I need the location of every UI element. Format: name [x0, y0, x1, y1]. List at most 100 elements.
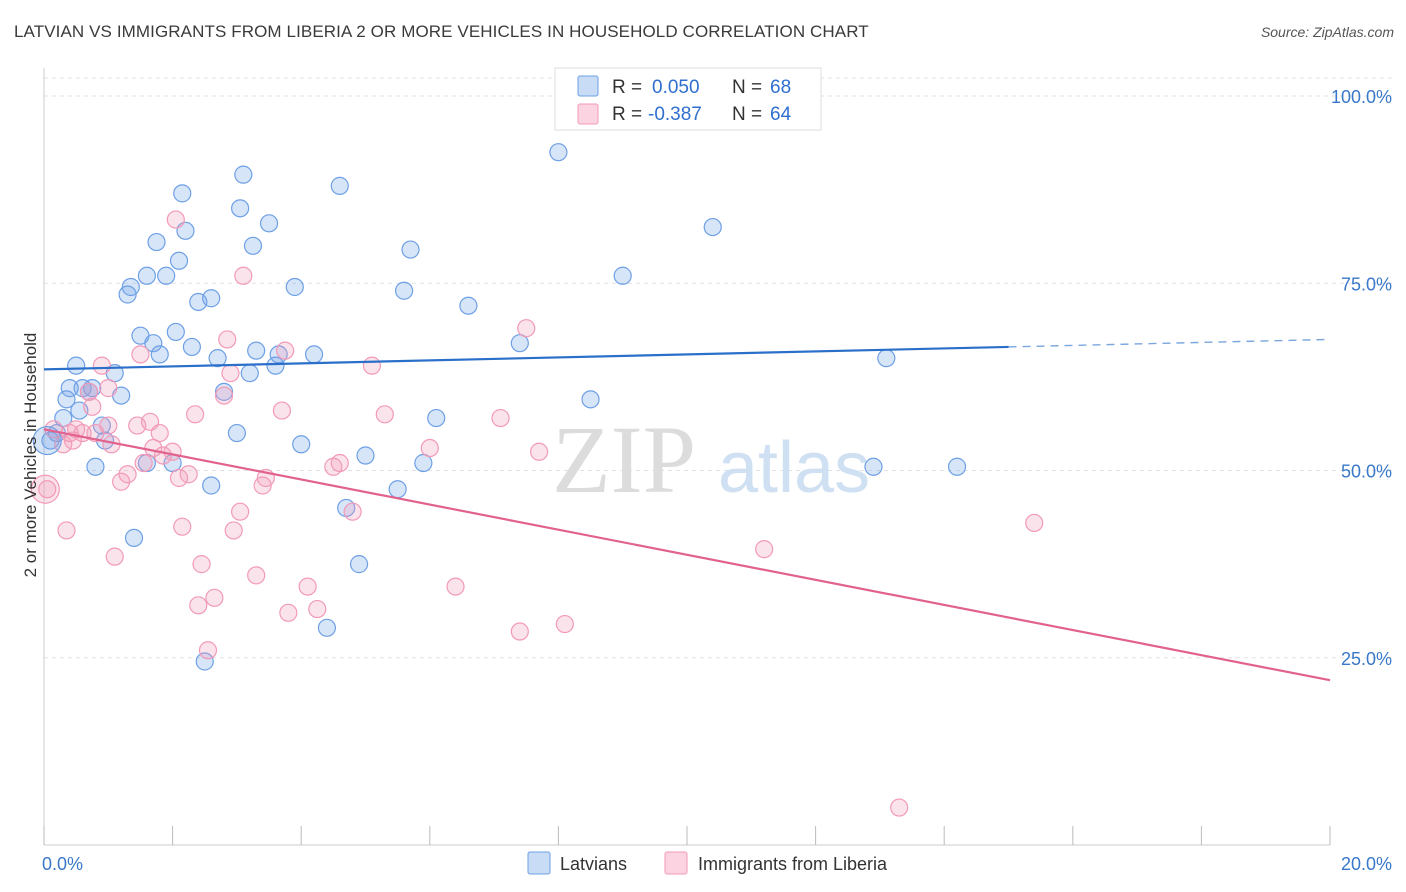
latvian-point — [86, 457, 105, 476]
liberia-point — [420, 438, 439, 458]
latvian-point — [202, 289, 221, 308]
legend-n-value-1: 68 — [770, 77, 791, 98]
liberia-point — [530, 442, 549, 461]
latvian-trend-extension — [1008, 338, 1331, 348]
latvian-point — [330, 176, 349, 195]
watermark-atlas: atlas — [718, 428, 870, 508]
legend-n-value-2: 64 — [770, 104, 792, 125]
latvian-point — [182, 337, 201, 357]
data-points — [30, 143, 1044, 817]
latvian-point — [240, 364, 259, 383]
y-tick-label: 50.0% — [1341, 462, 1392, 482]
latvian-point — [304, 345, 324, 364]
latvian-point — [166, 322, 185, 342]
liberia-point — [446, 577, 465, 596]
liberia-point — [189, 596, 208, 615]
latvian-point — [947, 457, 967, 476]
y-tick-label: 75.0% — [1341, 274, 1392, 294]
liberia-point — [272, 401, 292, 420]
liberia-point — [231, 502, 250, 521]
latvian-point — [266, 356, 285, 375]
y-axis-label: 2 or more Vehicles in Household — [21, 333, 40, 578]
liberia-point — [234, 266, 253, 285]
latvian-point — [144, 334, 163, 353]
liberia-point — [131, 345, 150, 364]
latvian-point — [169, 251, 189, 270]
liberia-point — [179, 465, 198, 484]
liberia-point — [99, 416, 118, 435]
latvian-point — [121, 277, 140, 297]
latvian-point — [459, 296, 478, 315]
liberia-point — [57, 521, 76, 540]
liberia-point — [1025, 513, 1044, 533]
liberia-point — [362, 356, 382, 375]
latvian-point — [202, 476, 221, 495]
latvian-point — [243, 236, 263, 255]
liberia-point — [169, 468, 189, 488]
latvian-point — [401, 240, 420, 259]
liberia-point — [192, 555, 211, 574]
liberia-point — [118, 465, 137, 484]
liberia-point — [890, 798, 909, 817]
trend-lines — [43, 338, 1331, 682]
latvian-point — [877, 349, 896, 368]
latvian-point — [285, 277, 304, 297]
latvian-point — [124, 528, 144, 548]
latvian-point — [150, 345, 169, 364]
bottom-legend-liberia: Immigrants from Liberia — [698, 854, 888, 874]
latvian-point — [231, 199, 250, 218]
liberia-point — [166, 210, 185, 229]
liberia-point — [755, 540, 774, 559]
liberia-point — [134, 453, 153, 473]
liberia-point — [38, 480, 57, 499]
liberia-point — [517, 319, 536, 338]
liberia-point — [279, 603, 298, 622]
latvian-point — [195, 652, 214, 671]
latvian-point — [703, 217, 722, 237]
liberia-point — [105, 547, 124, 566]
bottom-legend-latvians: Latvians — [560, 854, 627, 874]
latvian-point — [864, 457, 883, 476]
liberia-point — [99, 379, 118, 398]
y-tick-label: 100.0% — [1331, 87, 1392, 107]
liberia-point — [67, 420, 86, 439]
liberia-point — [205, 588, 224, 607]
latvian-point — [32, 425, 62, 456]
liberia-point — [555, 614, 574, 634]
latvian-point — [92, 416, 111, 435]
latvian-point — [147, 232, 166, 252]
legend-r-label-1: R = — [612, 77, 642, 98]
top-legend: R = 0.050 N = 68 R = -0.387 N = 64 — [554, 67, 822, 131]
axes — [43, 68, 1331, 846]
latvian-point — [356, 446, 375, 465]
liberia-point — [247, 566, 266, 585]
latvian-point — [60, 379, 79, 398]
legend-n-label-2: N = — [732, 104, 762, 125]
latvian-point — [259, 214, 279, 233]
liberia-point — [92, 356, 111, 375]
liberia-point — [198, 641, 218, 660]
liberia-point — [218, 330, 237, 349]
latvian-point — [581, 390, 600, 409]
latvian-point — [427, 408, 446, 428]
legend-r-value-1: 0.050 — [652, 77, 700, 98]
liberia-point — [298, 577, 317, 596]
bottom-legend-swatch-liberia — [664, 851, 688, 875]
latvian-point — [549, 143, 568, 162]
latvian-point — [613, 266, 632, 285]
liberia-point — [163, 442, 182, 461]
latvian-point — [349, 555, 369, 574]
liberia-point — [510, 622, 529, 641]
watermark-zip: ZIP — [552, 406, 696, 513]
liberia-point — [214, 386, 234, 405]
latvian-point — [157, 266, 176, 285]
liberia-point — [79, 382, 99, 401]
y-tick-label: 25.0% — [1341, 649, 1392, 669]
liberia-point — [150, 423, 169, 443]
x-tick-label-max: 20.0% — [1341, 854, 1392, 874]
latvian-point — [510, 334, 529, 353]
legend-n-label-1: N = — [732, 77, 762, 98]
liberia-point — [221, 364, 240, 383]
latvian-point — [317, 618, 337, 637]
